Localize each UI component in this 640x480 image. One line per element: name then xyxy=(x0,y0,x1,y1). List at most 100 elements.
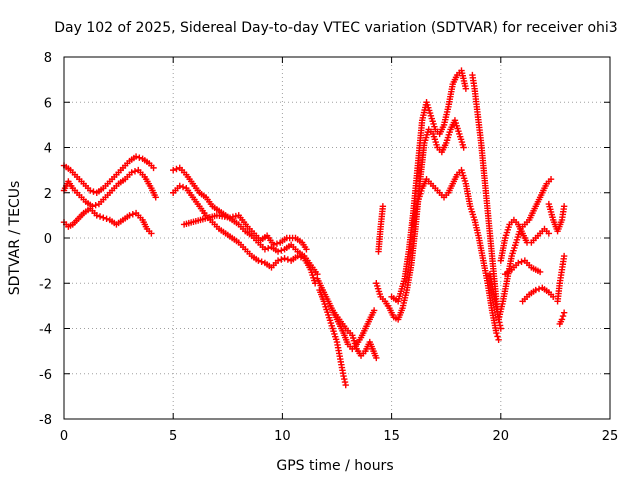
data-point xyxy=(128,169,135,176)
data-point xyxy=(493,329,500,337)
data-point xyxy=(545,230,553,237)
data-point xyxy=(132,153,140,160)
data-point-interp xyxy=(90,188,97,195)
data-point xyxy=(497,325,504,332)
series-12 xyxy=(388,67,470,305)
grid-lines xyxy=(64,57,610,419)
series-15 xyxy=(486,175,555,323)
series-9 xyxy=(329,307,380,362)
data-point-interp xyxy=(92,201,99,209)
data-point xyxy=(126,212,133,219)
data-point xyxy=(261,246,269,253)
series-2 xyxy=(60,166,159,210)
data-point-interp xyxy=(273,240,281,247)
chart-title: Day 102 of 2025, Sidereal Day-to-day VTE… xyxy=(54,20,617,36)
series-20 xyxy=(554,252,568,305)
y-tick-label: 4 xyxy=(44,142,52,157)
data-point xyxy=(560,309,568,316)
data-point-interp xyxy=(341,375,348,383)
data-point xyxy=(462,85,470,92)
data-point xyxy=(148,230,155,237)
data-point xyxy=(150,164,157,172)
data-point-interp xyxy=(232,212,240,220)
data-point xyxy=(379,203,387,210)
x-axis-label: GPS time / hours xyxy=(276,458,393,474)
data-point-interp xyxy=(494,333,501,340)
y-tick-label: -2 xyxy=(39,277,52,292)
data-point xyxy=(558,316,566,323)
data-point-interp xyxy=(535,285,543,293)
data-point xyxy=(515,259,522,267)
x-tick-label: 20 xyxy=(493,429,510,444)
y-axis-label: SDTVAR / TECUs xyxy=(7,181,23,296)
data-point xyxy=(274,257,282,264)
series-21 xyxy=(556,309,568,328)
x-tick-label: 10 xyxy=(274,429,291,444)
data-point xyxy=(93,212,100,219)
data-point xyxy=(152,194,159,201)
data-point-interp xyxy=(265,244,272,252)
y-tick-label: 2 xyxy=(44,187,52,202)
series-19 xyxy=(545,200,568,235)
y-tick-label: 0 xyxy=(44,232,52,247)
data-point xyxy=(560,252,568,260)
data-point xyxy=(303,246,310,253)
data-point xyxy=(87,187,94,194)
data-points xyxy=(60,67,568,389)
data-point xyxy=(547,175,555,183)
y-tick-label: -8 xyxy=(39,413,52,428)
series-1 xyxy=(60,153,157,196)
data-point xyxy=(495,336,502,344)
data-point xyxy=(536,268,544,276)
data-point-interp xyxy=(278,256,285,263)
data-point xyxy=(274,248,282,255)
data-point-interp xyxy=(129,211,136,218)
data-point xyxy=(340,372,347,380)
data-point xyxy=(373,354,380,362)
data-point xyxy=(370,307,378,314)
data-point-interp xyxy=(559,312,567,320)
data-point-interp xyxy=(229,213,237,221)
x-tick-label: 15 xyxy=(383,429,400,444)
data-point-interp xyxy=(136,154,143,161)
data-point-interp xyxy=(284,256,292,263)
data-point xyxy=(294,252,301,260)
y-tick-label: -6 xyxy=(39,368,52,383)
series-16 xyxy=(497,216,553,264)
series-4 xyxy=(170,164,321,278)
data-point xyxy=(270,241,277,248)
series-8 xyxy=(316,286,349,389)
y-tick-label: 8 xyxy=(44,51,52,66)
data-point-interp xyxy=(258,258,265,265)
data-point xyxy=(560,203,568,210)
series-18 xyxy=(519,284,557,305)
series-14 xyxy=(469,71,504,332)
data-point-interp xyxy=(496,322,504,329)
series-11 xyxy=(375,203,387,255)
data-point xyxy=(342,381,349,389)
x-tick-label: 0 xyxy=(60,429,68,444)
data-point-interp xyxy=(103,215,110,222)
data-point xyxy=(460,144,467,151)
data-point-interp xyxy=(173,165,180,173)
data-point xyxy=(100,214,107,221)
x-tick-label: 25 xyxy=(602,429,619,444)
series-7 xyxy=(314,275,378,353)
data-point-interp xyxy=(297,254,305,261)
series-17 xyxy=(501,257,544,278)
x-tick-label: 5 xyxy=(169,429,177,444)
data-point-interp xyxy=(179,183,187,191)
data-point-interp xyxy=(96,213,104,220)
data-point-interp xyxy=(518,258,525,265)
data-point-interp xyxy=(131,168,139,175)
data-point xyxy=(281,255,288,262)
y-tick-label: -4 xyxy=(39,323,52,338)
y-tick-label: 6 xyxy=(44,96,52,111)
series-6 xyxy=(180,212,310,253)
series-3 xyxy=(60,205,155,237)
data-point xyxy=(226,214,234,221)
data-point xyxy=(176,182,183,190)
data-point xyxy=(532,286,539,294)
